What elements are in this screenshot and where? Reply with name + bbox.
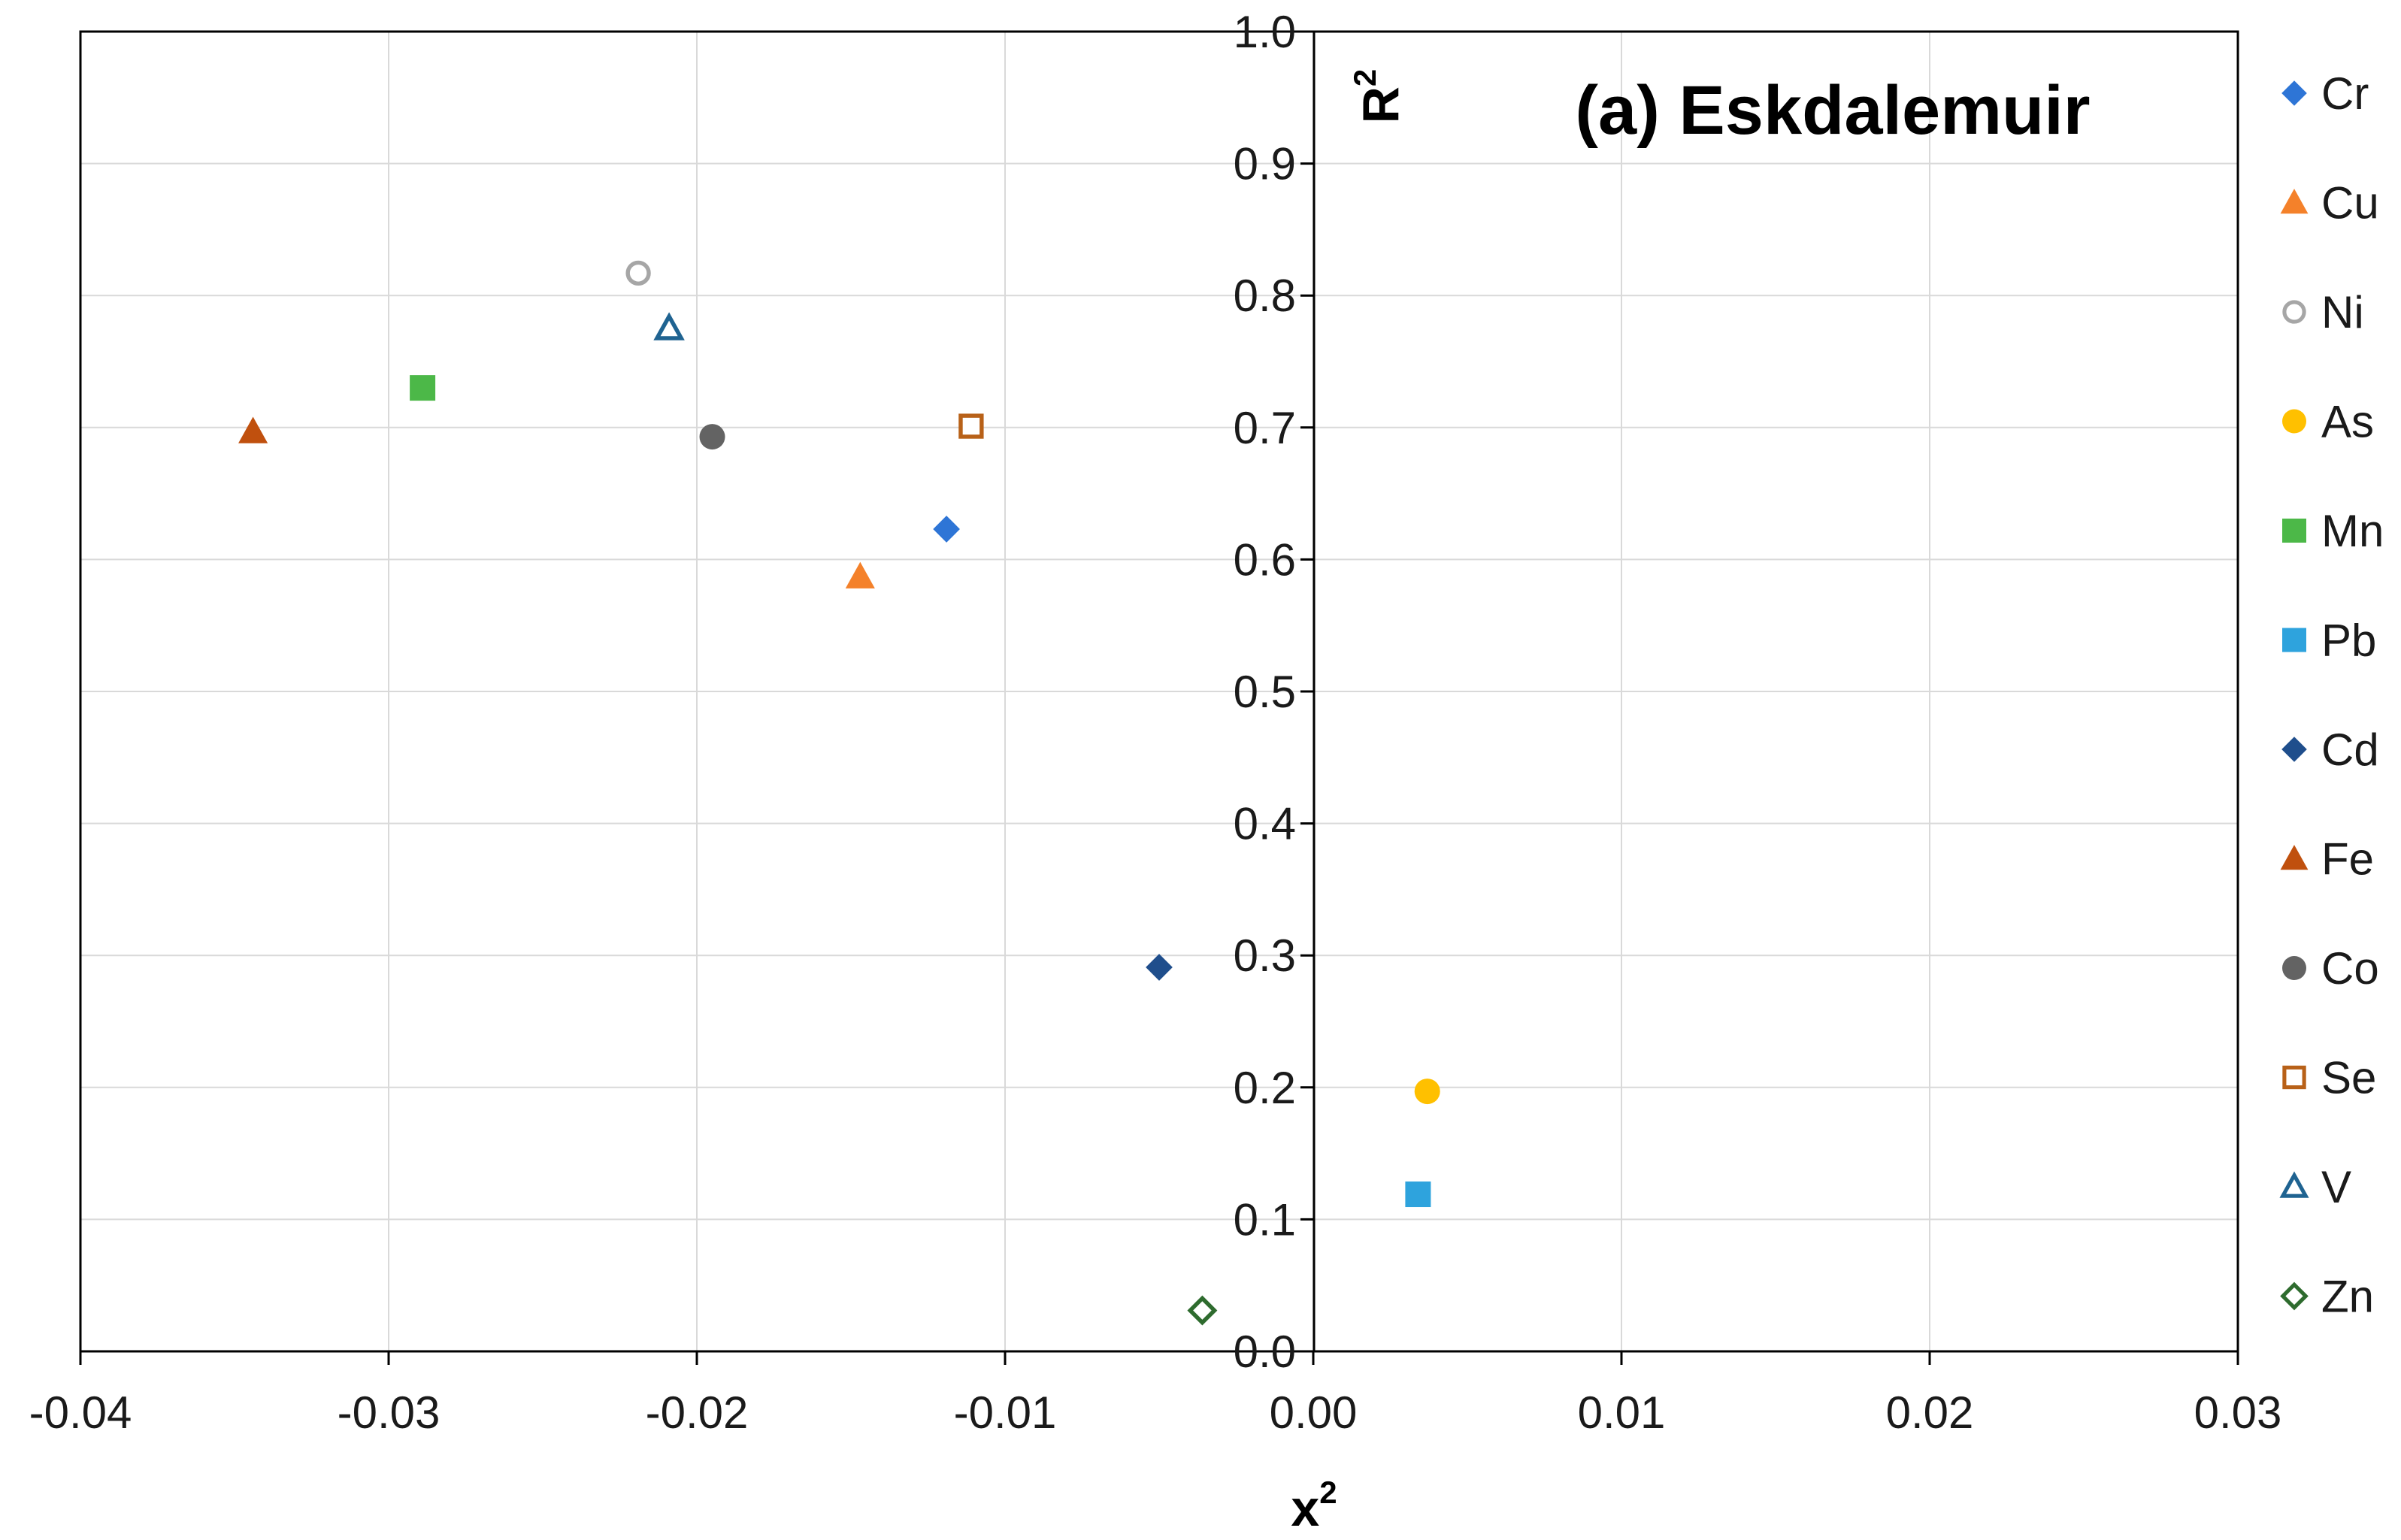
x-tick-label: 0.03	[2194, 1387, 2282, 1438]
x-tick-label: 0.02	[1886, 1387, 1974, 1438]
legend-item-fe: Fe	[2280, 834, 2374, 885]
x-axis-title-base: x	[1291, 1480, 1319, 1537]
legend-item-cu: Cu	[2280, 178, 2379, 228]
legend-label-mn: Mn	[2321, 506, 2384, 556]
legend-item-co: Co	[2282, 943, 2379, 994]
legend-marker-ni	[2282, 300, 2306, 324]
y-tick-label: 0.5	[1234, 667, 1296, 717]
legend-marker-fe	[2280, 845, 2309, 870]
legend-label-pb: Pb	[2321, 616, 2376, 666]
legend-item-zn: Zn	[2280, 1272, 2374, 1322]
legend-label-se: Se	[2321, 1053, 2376, 1103]
x-tick-label: 0.01	[1578, 1387, 1666, 1438]
legend: Cr Cu Ni As Mn Pb Cd Fe Co Se V Zn	[2279, 68, 2384, 1322]
legend-label-cd: Cd	[2321, 725, 2379, 775]
svg-text:R2: R2	[1347, 69, 1409, 123]
data-points	[238, 260, 1440, 1326]
legend-label-ni: Ni	[2321, 287, 2364, 337]
legend-item-pb: Pb	[2282, 616, 2376, 666]
x-tick-label: -0.03	[338, 1387, 441, 1438]
legend-item-se: Se	[2282, 1053, 2376, 1103]
y-tick-label: 0.1	[1234, 1194, 1296, 1245]
legend-label-cr: Cr	[2321, 68, 2369, 119]
legend-marker-zn	[2280, 1281, 2309, 1311]
legend-item-cd: Cd	[2281, 725, 2379, 775]
legend-marker-cr	[2281, 80, 2307, 106]
legend-label-v: V	[2321, 1162, 2351, 1212]
data-point-zn	[1187, 1295, 1218, 1326]
legend-item-mn: Mn	[2282, 506, 2384, 556]
x-tick-label: -0.01	[954, 1387, 1057, 1438]
y-tick-label: 0.0	[1234, 1327, 1296, 1377]
legend-item-cr: Cr	[2281, 68, 2369, 119]
legend-marker-v	[2279, 1171, 2309, 1198]
data-point-pb	[1405, 1181, 1431, 1208]
y-axis-title-sup: 2	[1347, 69, 1382, 86]
data-point-v	[653, 312, 685, 340]
x-axis-title: x2	[1291, 1475, 1337, 1537]
y-axis-title: R2	[1347, 69, 1409, 123]
legend-label-cu: Cu	[2321, 178, 2379, 228]
legend-marker-co	[2282, 956, 2306, 980]
y-tick-label: 0.2	[1234, 1063, 1296, 1113]
y-tick-label: 0.9	[1234, 139, 1296, 189]
legend-marker-cd	[2281, 737, 2307, 762]
legend-item-v: V	[2279, 1162, 2351, 1212]
axes	[79, 30, 2239, 1365]
x-tick-label: 0.00	[1270, 1387, 1358, 1438]
data-point-ni	[625, 260, 651, 286]
y-tick-label: 0.7	[1234, 403, 1296, 453]
legend-marker-pb	[2282, 628, 2306, 652]
y-tick-label: 0.3	[1234, 930, 1296, 981]
legend-marker-as	[2282, 409, 2306, 434]
data-point-co	[699, 424, 725, 450]
legend-item-ni: Ni	[2282, 287, 2364, 337]
legend-label-zn: Zn	[2321, 1272, 2374, 1322]
legend-marker-mn	[2282, 519, 2306, 543]
legend-label-as: As	[2321, 397, 2374, 447]
x-axis-title-sup: 2	[1319, 1475, 1337, 1510]
y-tick-labels: 0.0 0.1 0.2 0.3 0.4 0.5 0.6 0.7 0.8 0.9 1.0	[1234, 7, 1296, 1377]
data-point-mn	[410, 375, 436, 401]
data-point-as	[1414, 1079, 1440, 1105]
y-tick-label: 0.8	[1234, 271, 1296, 321]
data-point-fe	[238, 416, 268, 443]
y-tick-label: 1.0	[1234, 7, 1296, 57]
data-point-cu	[845, 561, 875, 588]
legend-label-co: Co	[2321, 943, 2379, 994]
x-tick-label: -0.04	[29, 1387, 132, 1438]
y-axis-title-base: R	[1352, 86, 1409, 123]
data-point-cd	[1146, 954, 1173, 981]
legend-marker-cu	[2280, 189, 2309, 214]
legend-item-as: As	[2282, 397, 2374, 447]
x-tick-labels: -0.04 -0.03 -0.02 -0.01 0.00 0.01 0.02 0.03	[29, 1387, 2282, 1438]
y-tick-label: 0.6	[1234, 534, 1296, 585]
data-point-se	[958, 413, 984, 439]
chart-title: (a) Eskdalemuir	[1575, 72, 2090, 149]
legend-marker-se	[2282, 1065, 2306, 1090]
data-point-cr	[933, 516, 960, 543]
x-tick-label: -0.02	[646, 1387, 749, 1438]
legend-label-fe: Fe	[2321, 834, 2374, 885]
y-tick-label: 0.4	[1234, 799, 1296, 849]
